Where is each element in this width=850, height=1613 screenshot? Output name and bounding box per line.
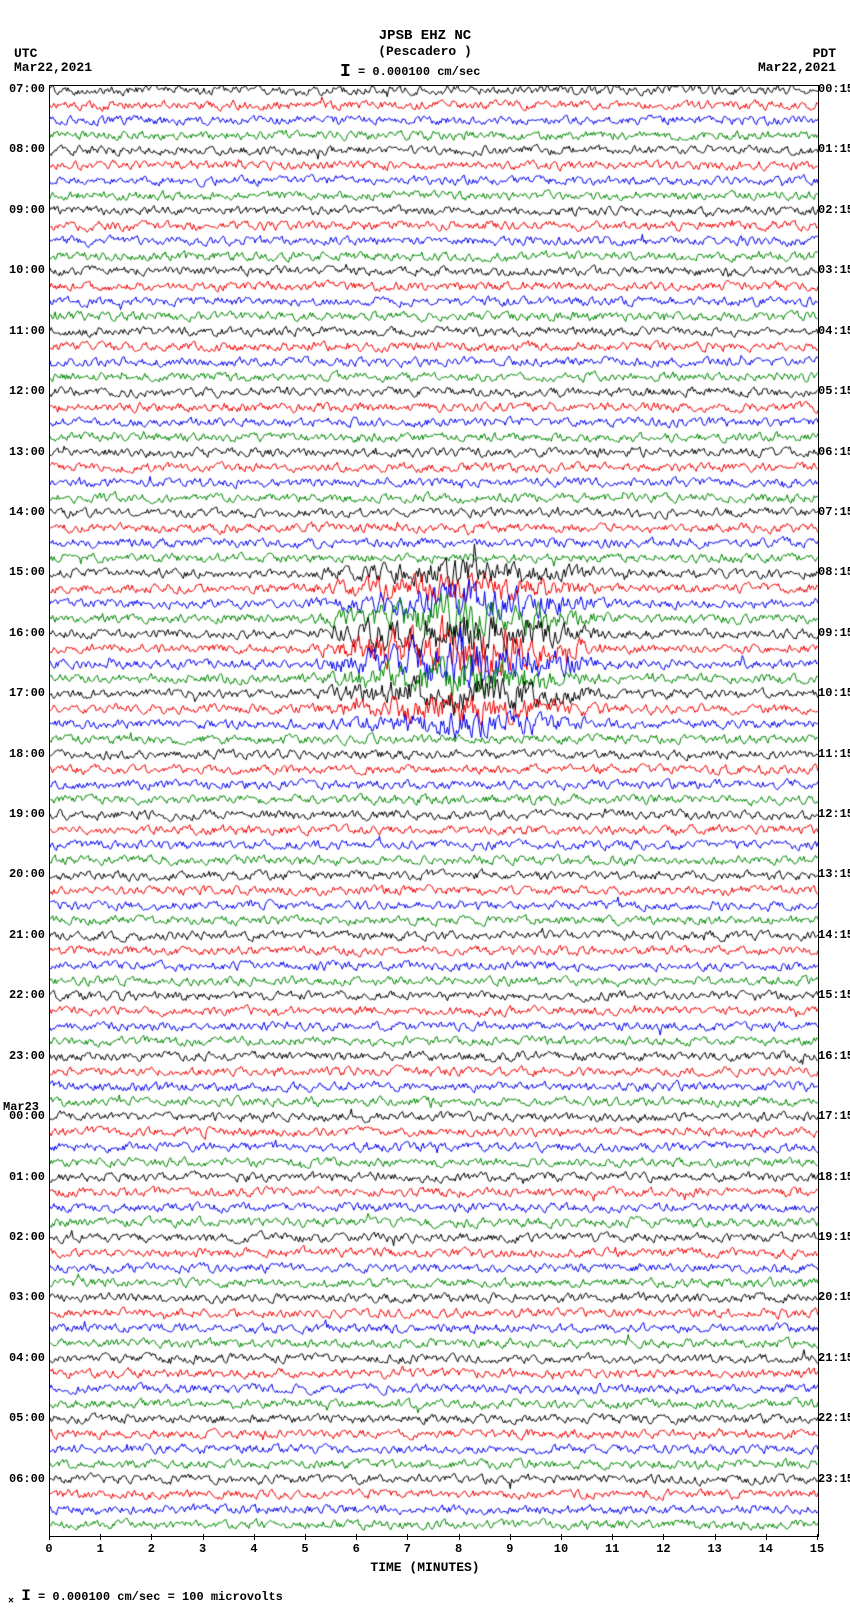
right-hour-label: 11:15	[818, 747, 850, 761]
right-hour-label: 13:15	[818, 867, 850, 881]
right-hour-label: 02:15	[818, 203, 850, 217]
x-tick: 4	[250, 1542, 257, 1556]
right-hour-label: 01:15	[818, 142, 850, 156]
right-hour-label: 05:15	[818, 384, 850, 398]
x-tick: 9	[506, 1542, 513, 1556]
date-right: Mar22,2021	[758, 60, 836, 75]
x-tick: 0	[45, 1542, 52, 1556]
left-hour-label: 09:00	[9, 203, 45, 217]
x-axis-label: TIME (MINUTES)	[0, 1560, 850, 1575]
right-hour-label: 12:15	[818, 807, 850, 821]
left-hour-label: 02:00	[9, 1230, 45, 1244]
left-hour-label: 20:00	[9, 867, 45, 881]
right-hour-label: 09:15	[818, 626, 850, 640]
left-hour-labels: 07:00 08:00 09:00 10:00 11:00 12:00 13:00 14:00…	[0, 85, 48, 1535]
right-hour-label: 00:15	[818, 82, 850, 96]
scale-bar-icon: I	[340, 62, 351, 82]
right-hour-label: 20:15	[818, 1290, 850, 1304]
left-hour-label: 06:00	[9, 1472, 45, 1486]
left-hour-label: 18:00	[9, 747, 45, 761]
right-hour-label: 15:15	[818, 988, 850, 1002]
right-hour-label: 17:15	[818, 1109, 850, 1123]
scale-indicator: I = 0.000100 cm/sec	[340, 62, 480, 82]
right-hour-label: 23:15	[818, 1472, 850, 1486]
left-hour-label: 03:00	[9, 1290, 45, 1304]
right-hour-labels: 00:15 01:15 02:15 03:15 04:15 05:15 06:15 07:15…	[816, 85, 850, 1535]
right-hour-label: 22:15	[818, 1411, 850, 1425]
x-tick: 5	[301, 1542, 308, 1556]
right-hour-label: 21:15	[818, 1351, 850, 1365]
x-tick: 6	[353, 1542, 360, 1556]
x-tick: 1	[97, 1542, 104, 1556]
right-hour-label: 14:15	[818, 928, 850, 942]
right-hour-label: 10:15	[818, 686, 850, 700]
right-hour-label: 19:15	[818, 1230, 850, 1244]
left-hour-label: 21:00	[9, 928, 45, 942]
left-hour-label: 22:00	[9, 988, 45, 1002]
x-tick: 12	[656, 1542, 670, 1556]
timezone-right: PDT	[813, 46, 836, 61]
left-hour-label: 08:00	[9, 142, 45, 156]
x-tick: 7	[404, 1542, 411, 1556]
left-hour-label: 04:00	[9, 1351, 45, 1365]
right-hour-label: 16:15	[818, 1049, 850, 1063]
left-hour-label: 07:00	[9, 82, 45, 96]
x-tick: 13	[707, 1542, 721, 1556]
station-location: (Pescadero )	[0, 44, 850, 59]
right-hour-label: 06:15	[818, 445, 850, 459]
x-tick: 8	[455, 1542, 462, 1556]
right-hour-label: 07:15	[818, 505, 850, 519]
left-hour-label: 05:00	[9, 1411, 45, 1425]
footer-scale: × I = 0.000100 cm/sec = 100 microvolts	[8, 1587, 283, 1607]
left-hour-label: 10:00	[9, 263, 45, 277]
right-hour-label: 04:15	[818, 324, 850, 338]
x-tick: 14	[759, 1542, 773, 1556]
x-tick: 11	[605, 1542, 619, 1556]
left-hour-label: 15:00	[9, 565, 45, 579]
right-hour-label: 18:15	[818, 1170, 850, 1184]
x-tick: 3	[199, 1542, 206, 1556]
left-hour-label: 14:00	[9, 505, 45, 519]
scale-bar-icon: I	[21, 1587, 31, 1605]
x-tick: 10	[554, 1542, 568, 1556]
x-tick: 15	[810, 1542, 824, 1556]
left-hour-label: 19:00	[9, 807, 45, 821]
right-hour-label: 08:15	[818, 565, 850, 579]
seismogram-container: JPSB EHZ NC (Pescadero ) I = 0.000100 cm…	[0, 0, 850, 1613]
date-left: Mar22,2021	[14, 60, 92, 75]
left-hour-label: 11:00	[9, 324, 45, 338]
left-hour-label: 17:00	[9, 686, 45, 700]
right-hour-label: 03:15	[818, 263, 850, 277]
left-hour-label: 12:00	[9, 384, 45, 398]
station-code: JPSB EHZ NC	[0, 28, 850, 44]
left-hour-label: 23:00	[9, 1049, 45, 1063]
date-separator-left: Mar23	[3, 1100, 39, 1114]
seismogram-plot	[49, 85, 819, 1537]
left-hour-label: 16:00	[9, 626, 45, 640]
x-tick: 2	[148, 1542, 155, 1556]
seismogram-canvas	[50, 86, 818, 1536]
timezone-left: UTC	[14, 46, 37, 61]
left-hour-label: 13:00	[9, 445, 45, 459]
left-hour-label: 01:00	[9, 1170, 45, 1184]
